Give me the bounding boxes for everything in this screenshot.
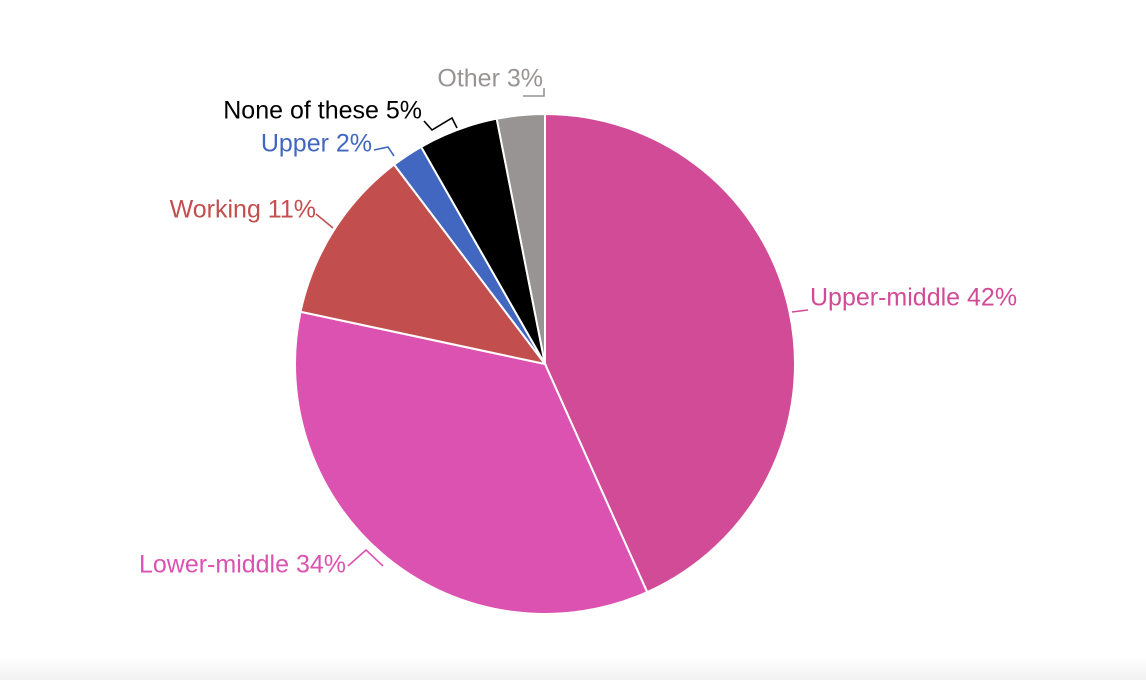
pie-slice-lower-middle [294,310,649,615]
pie-slices [294,112,796,615]
leader-line-lower-middle [347,548,384,567]
leader-lines [315,88,809,567]
leader-line-none-of-these [423,116,458,132]
slice-label-working: Working 11% [170,196,316,224]
slice-label-upper: Upper 2% [261,130,372,158]
leader-line-other [523,88,545,97]
leader-line-upper-middle [791,309,809,313]
leader-line-working [315,213,334,229]
leader-line-upper [373,146,395,157]
slice-label-upper-middle: Upper-middle 42% [810,284,1017,312]
slice-labels: Upper-middle 42% Lower-middle 34% Working … [139,65,1017,579]
pie-slice-upper-middle [544,112,796,594]
slice-label-none-of-these: None of these 5% [223,97,422,125]
slice-label-lower-middle: Lower-middle 34% [139,551,346,579]
pie-slice-other [495,112,546,365]
pie-slice-working [299,163,548,366]
bottom-shadow [0,658,1146,680]
slice-label-other: Other 3% [437,65,543,93]
